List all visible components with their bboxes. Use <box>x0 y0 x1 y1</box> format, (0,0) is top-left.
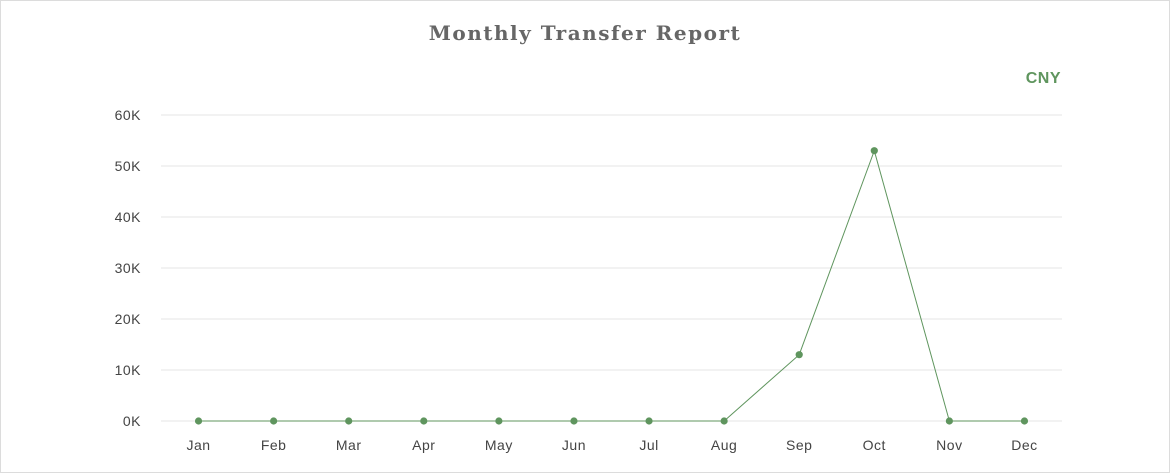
data-point[interactable] <box>720 417 728 425</box>
y-tick-label: 0K <box>123 413 141 429</box>
data-point[interactable] <box>1020 417 1029 425</box>
x-tick-label: Oct <box>863 437 886 453</box>
x-tick-label: Jul <box>639 437 658 453</box>
y-tick-label: 60K <box>115 107 142 123</box>
x-tick-label: Jun <box>562 437 586 453</box>
x-tick-label: Jan <box>187 437 211 453</box>
x-tick-label: May <box>485 437 513 453</box>
series-line <box>198 149 1025 422</box>
x-tick-label: Dec <box>1011 437 1037 453</box>
data-point[interactable] <box>645 417 653 425</box>
x-tick-label: Aug <box>711 437 737 453</box>
chart-title: Monthly Transfer Report <box>428 21 742 45</box>
data-point[interactable] <box>194 417 203 425</box>
y-tick-label: 30K <box>115 260 142 276</box>
y-tick-label: 20K <box>115 311 142 327</box>
y-tick-label: 10K <box>115 362 142 378</box>
data-point[interactable] <box>270 417 278 425</box>
x-tick-label: Apr <box>412 437 435 453</box>
data-point[interactable] <box>570 417 578 425</box>
x-tick-label: Mar <box>336 437 362 453</box>
legend-item-cny[interactable]: CNY <box>1025 70 1061 87</box>
data-point[interactable] <box>495 417 503 425</box>
x-tick-label: Nov <box>936 437 962 453</box>
y-tick-label: 50K <box>115 158 142 174</box>
x-tick-label: Feb <box>261 437 287 453</box>
data-point[interactable] <box>870 147 878 155</box>
data-point[interactable] <box>945 417 953 425</box>
data-point[interactable] <box>420 417 428 425</box>
x-tick-label: Sep <box>786 437 812 453</box>
y-tick-label: 40K <box>115 209 142 225</box>
data-point[interactable] <box>795 351 803 359</box>
data-point[interactable] <box>345 417 353 425</box>
